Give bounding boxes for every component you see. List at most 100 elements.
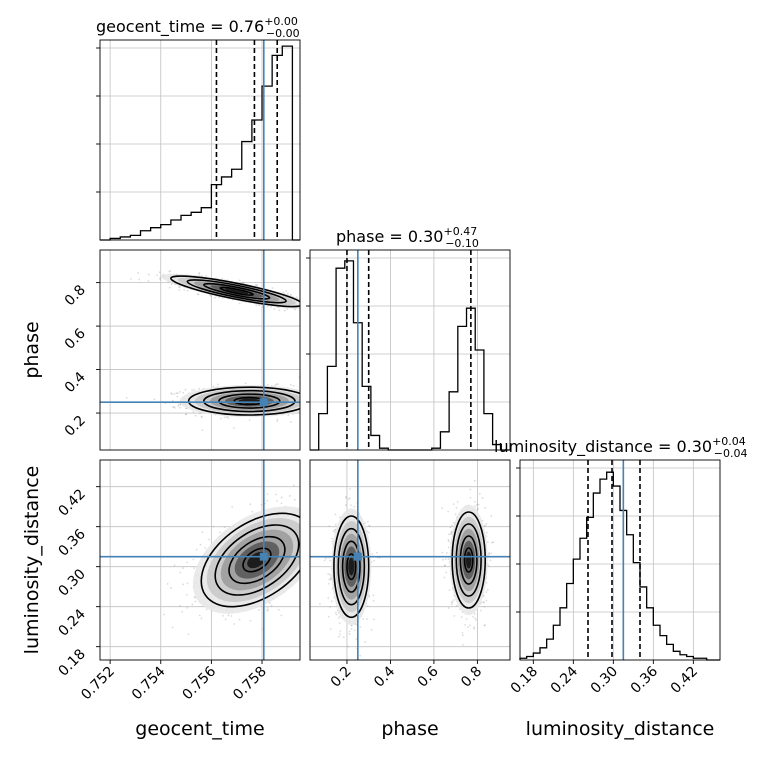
sample-point	[258, 609, 260, 611]
sample-point	[304, 522, 306, 524]
sample-point	[301, 302, 303, 304]
sample-point	[271, 605, 273, 607]
sample-point	[333, 408, 335, 410]
sample-point	[453, 615, 455, 617]
sample-point	[179, 391, 181, 393]
sample-point	[449, 589, 451, 591]
sample-point	[303, 407, 305, 409]
sample-point	[179, 407, 181, 409]
sample-point	[272, 287, 274, 289]
sample-point	[307, 481, 309, 483]
sample-point	[222, 615, 224, 617]
sample-point	[302, 563, 304, 565]
sample-point	[451, 602, 453, 604]
sample-point	[338, 636, 340, 638]
sample-point	[330, 628, 332, 630]
sample-point	[286, 308, 288, 310]
sample-point	[252, 511, 254, 513]
sample-point	[266, 500, 268, 502]
sample-point	[311, 389, 313, 391]
sample-point	[321, 541, 323, 543]
sample-point	[368, 532, 370, 534]
sample-point	[185, 414, 187, 416]
sample-point	[317, 551, 319, 553]
sample-point	[193, 411, 195, 413]
sample-point	[307, 399, 309, 401]
sample-point	[255, 304, 257, 306]
sample-point	[327, 560, 329, 562]
sample-point	[329, 560, 331, 562]
sample-point	[317, 405, 319, 407]
sample-point	[373, 619, 375, 621]
sample-point	[293, 484, 295, 486]
sample-point	[476, 504, 478, 506]
sample-point	[250, 620, 252, 622]
sample-point	[261, 504, 263, 506]
sample-point	[328, 525, 330, 527]
sample-point	[284, 310, 286, 312]
sample-point	[364, 641, 366, 643]
sample-point	[172, 627, 174, 629]
sample-point	[185, 389, 187, 391]
sample-point	[169, 287, 171, 289]
sample-point	[266, 493, 268, 495]
sample-point	[330, 577, 332, 579]
sample-point	[486, 523, 488, 525]
sample-point	[224, 526, 226, 528]
sample-point	[193, 567, 195, 569]
sample-point	[303, 399, 305, 401]
sample-point	[303, 392, 305, 394]
sample-point	[169, 270, 171, 272]
sample-point	[314, 386, 316, 388]
sample-point	[239, 279, 241, 281]
sample-point	[300, 398, 302, 400]
sample-point	[167, 583, 169, 585]
sample-point	[470, 497, 472, 499]
sample-point	[191, 604, 193, 606]
sample-point	[311, 499, 313, 501]
sample-point	[195, 415, 197, 417]
sample-point	[371, 629, 373, 631]
sample-point	[314, 527, 316, 529]
sample-point	[300, 549, 302, 551]
sample-point	[479, 493, 481, 495]
sample-point	[474, 480, 476, 482]
sample-point	[182, 392, 184, 394]
sample-point	[274, 384, 276, 386]
sample-point	[345, 497, 347, 499]
sample-point	[328, 616, 330, 618]
sample-point	[227, 615, 229, 617]
sample-point	[205, 275, 207, 277]
sample-point	[301, 304, 303, 306]
sample-point	[287, 414, 289, 416]
sample-point	[290, 384, 292, 386]
sample-point	[198, 388, 200, 390]
sample-point	[307, 395, 309, 397]
sample-point	[347, 646, 349, 648]
sample-point	[484, 606, 486, 608]
sample-point	[315, 537, 317, 539]
sample-point	[312, 304, 314, 306]
sample-point	[225, 619, 227, 621]
sample-point	[302, 554, 304, 556]
sample-point	[474, 617, 476, 619]
sample-point	[329, 543, 331, 545]
sample-point	[306, 406, 308, 408]
sample-point	[277, 383, 279, 385]
sample-point	[301, 300, 303, 302]
sample-point	[171, 393, 173, 395]
sample-point	[323, 400, 325, 402]
sample-point	[302, 613, 304, 615]
sample-point	[366, 618, 368, 620]
sample-point	[148, 274, 150, 276]
sample-point	[170, 587, 172, 589]
sample-point	[227, 417, 229, 419]
sample-point	[300, 297, 302, 299]
sample-point	[335, 612, 337, 614]
sample-point	[159, 279, 161, 281]
sample-point	[137, 272, 139, 274]
sample-point	[349, 633, 351, 635]
sample-point	[456, 507, 458, 509]
sample-point	[303, 415, 305, 417]
sample-point	[210, 295, 212, 297]
